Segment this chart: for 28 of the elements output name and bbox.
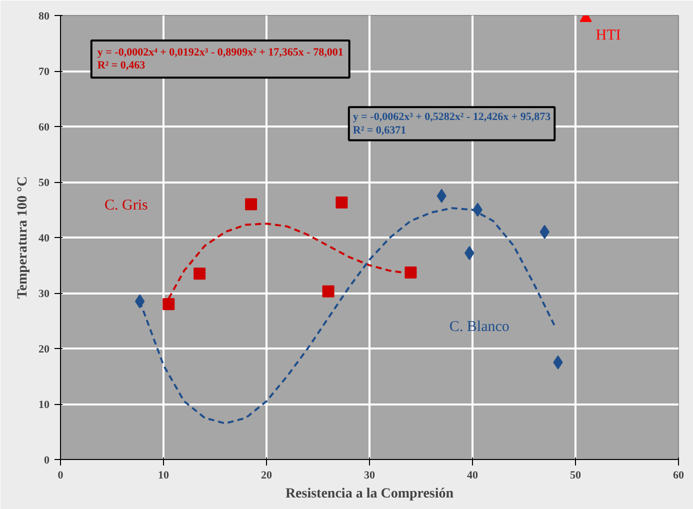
text: C. Gris [104,198,148,214]
x-tick-label: 20 [261,470,272,482]
y-tick-label: 10 [38,399,50,411]
x-tick-label: 0 [58,470,64,482]
point [322,285,334,298]
annotation: y = -0,0002x⁴ + 0,0192x³ - 0,8909x² + 17,365x - 78,001 R² = 0,463 [97,46,344,72]
x-tick-label: 30 [364,470,376,482]
y-tick-label: 70 [38,66,50,78]
y-tick-label: 80 [38,10,50,22]
point [404,266,417,278]
x-axis-title: Resistencia a la Compresión [285,486,454,502]
y-tick-label: 20 [38,344,50,356]
x-tick-label: 40 [467,470,478,482]
series-label: HTI [596,27,621,44]
x-tick-label: 50 [570,470,582,482]
x-tick-label: 10 [158,470,170,482]
y-tick-label: 60 [38,122,50,134]
y-tick-label: 30 [38,288,50,300]
y-tick-label: 40 [38,232,50,244]
y-tick-label: 50 [38,177,50,189]
annotation: y = -0,0062x³ + 0,5282x² - 12,426x + 95,873 R² = 0,6371 [352,111,552,136]
point [245,198,258,210]
y-tick-label: 0 [44,454,50,466]
point [162,298,175,310]
y-axis-title: Temperatura 100 °C [16,176,30,299]
x-tick-label: 60 [673,470,684,482]
point [194,268,206,280]
point [336,196,348,209]
